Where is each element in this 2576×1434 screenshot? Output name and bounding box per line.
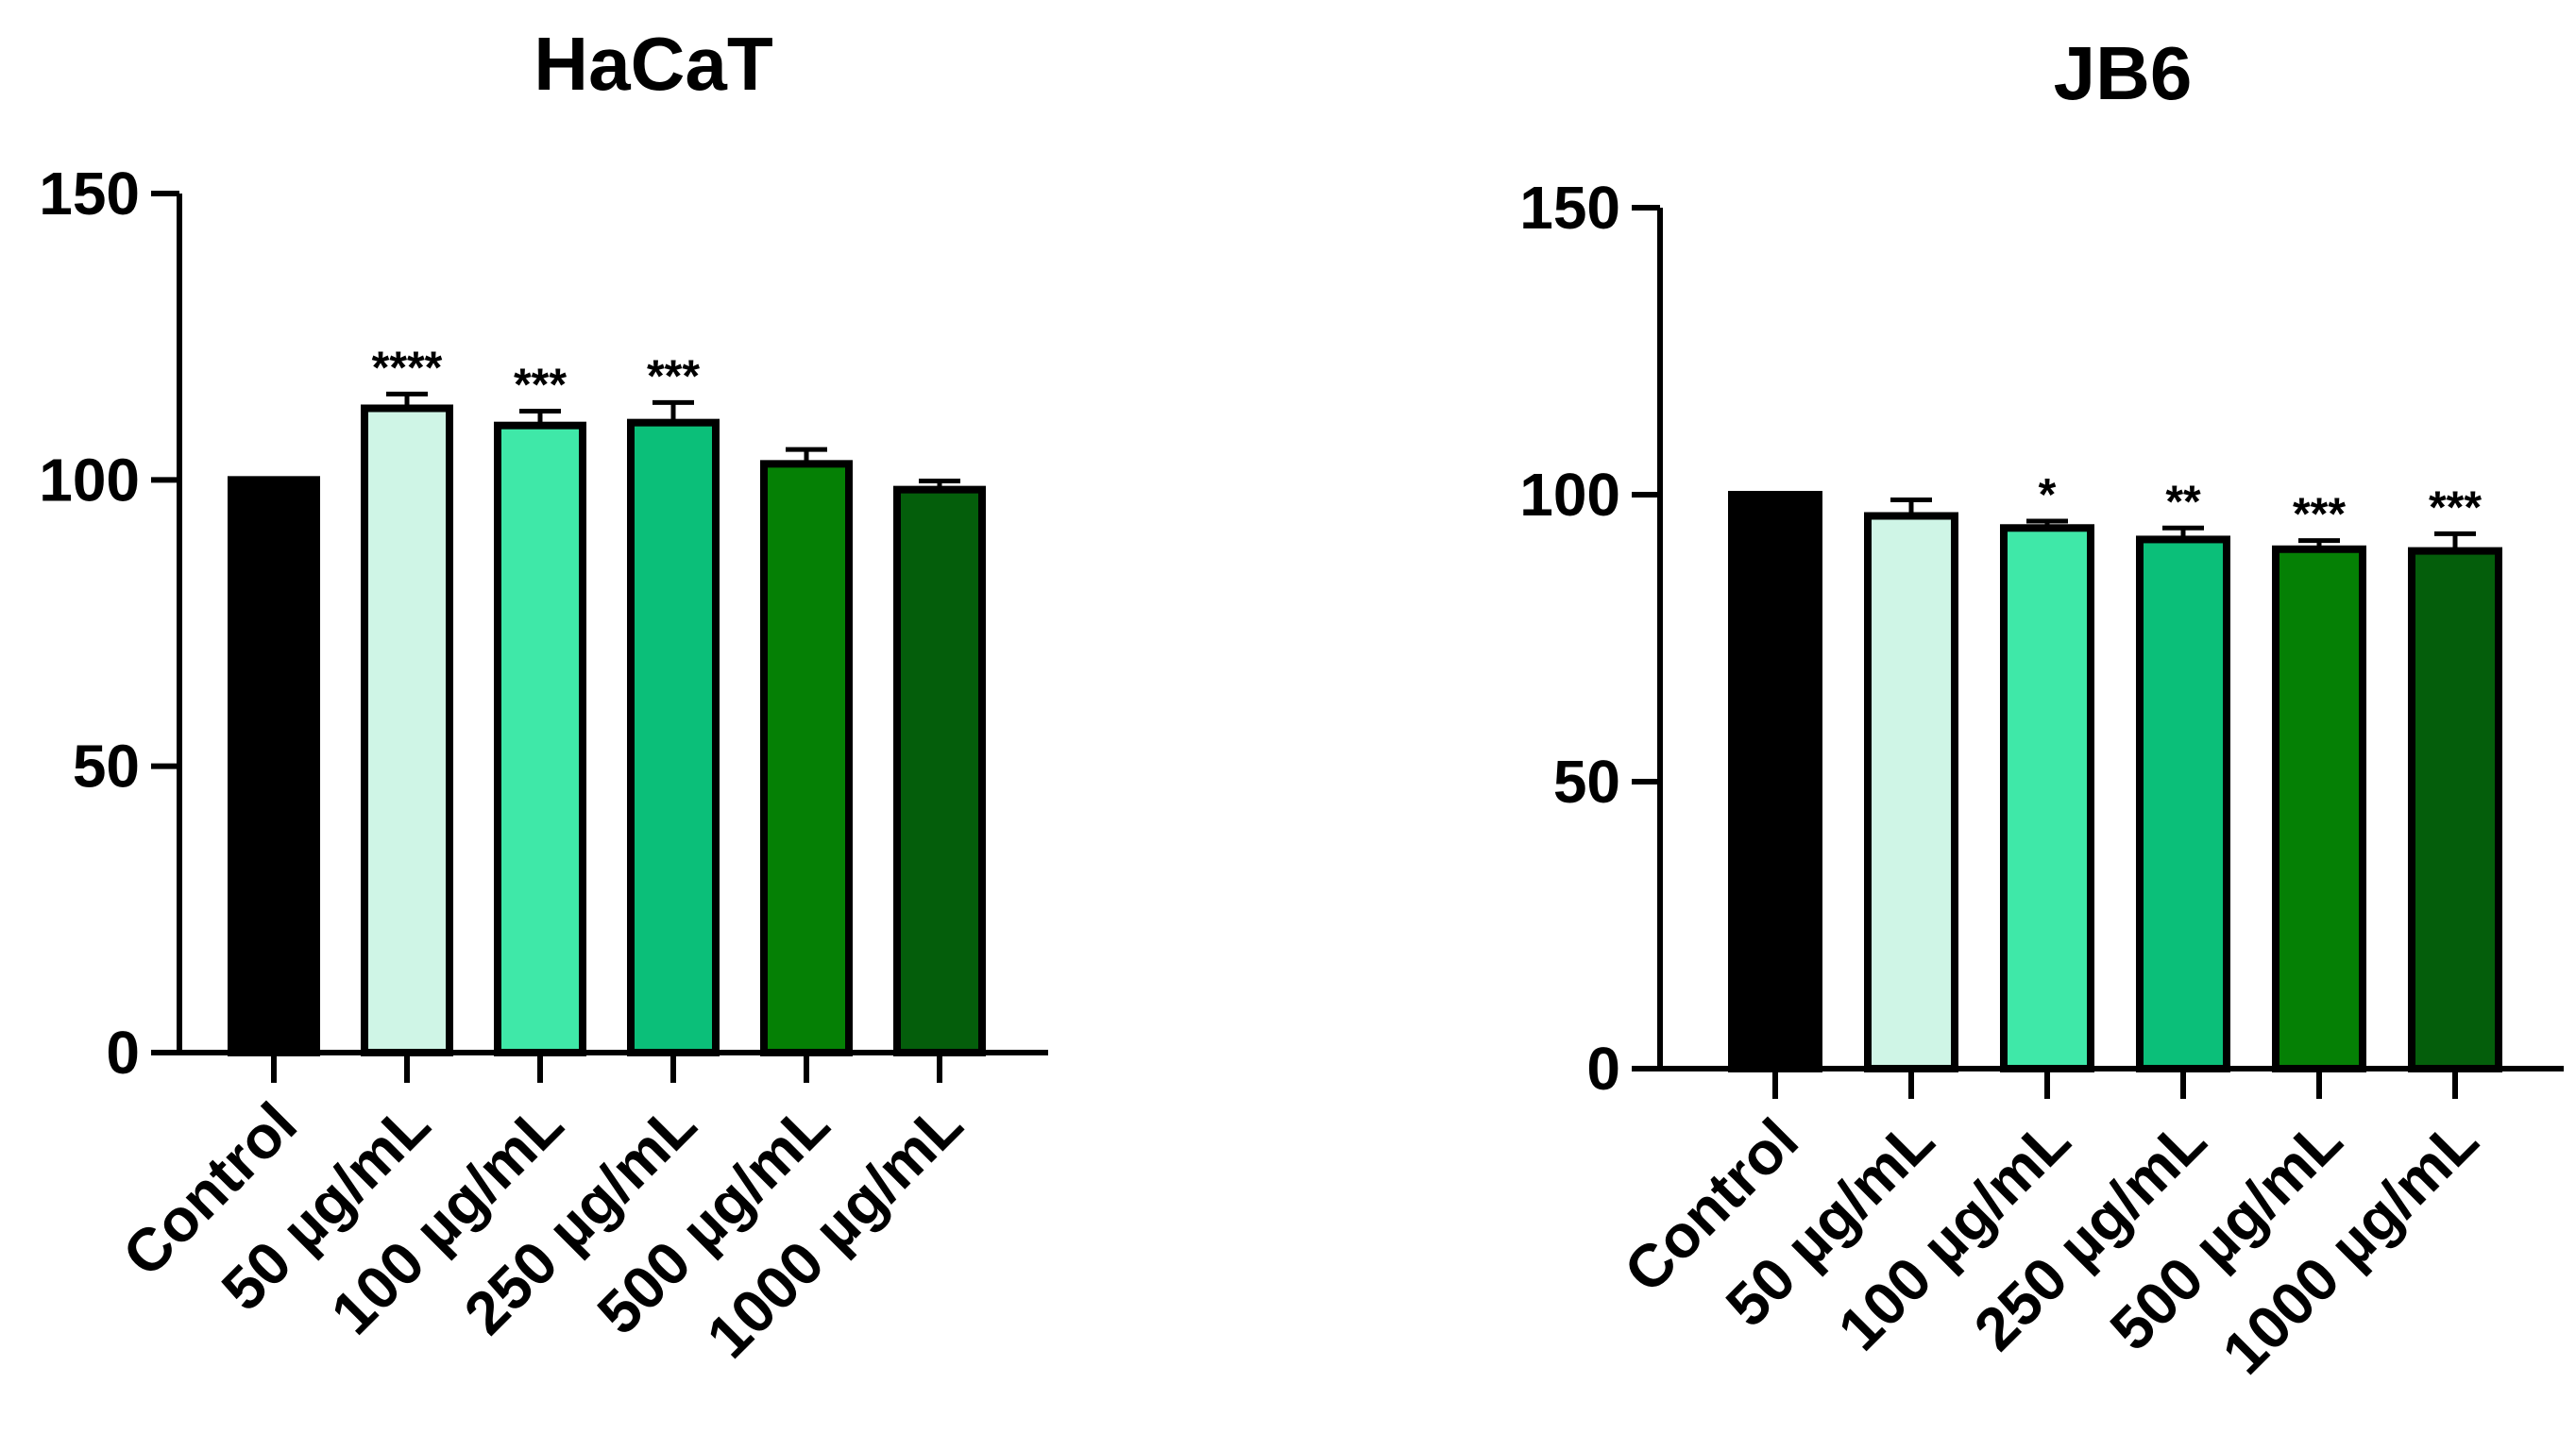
y-tick-label: 50: [1553, 748, 1620, 816]
bar-control: [1728, 491, 1822, 1072]
bar-dose-3: [627, 418, 720, 1056]
bar-dose-1: [1864, 512, 1958, 1072]
y-tick-label: 50: [73, 733, 140, 801]
bar-dose-4: [760, 460, 853, 1056]
bar-dose-1: [361, 404, 453, 1056]
bar-dose-4: [2272, 545, 2366, 1072]
significance-label: **: [2165, 477, 2201, 527]
significance-label: *: [2039, 470, 2057, 520]
bar-dose-2: [2000, 524, 2094, 1072]
significance-label: ***: [2429, 482, 2482, 532]
chart-title: JB6: [2054, 31, 2193, 115]
y-tick-label: 100: [39, 446, 140, 514]
significance-label: ****: [372, 343, 443, 393]
bar-dose-3: [2136, 535, 2230, 1072]
bar-dose-2: [494, 421, 586, 1056]
y-tick-label: 150: [39, 160, 140, 228]
significance-label: ***: [647, 351, 700, 401]
significance-label: ***: [2293, 490, 2346, 540]
bar-dose-5: [2408, 547, 2502, 1072]
y-tick-label: 150: [1519, 174, 1620, 242]
y-tick-label: 100: [1519, 461, 1620, 529]
chart-title: HaCaT: [534, 22, 773, 106]
bar-control: [228, 476, 320, 1057]
y-tick-label: 0: [106, 1019, 140, 1087]
bar-dose-5: [893, 485, 986, 1056]
y-tick-label: 0: [1586, 1035, 1620, 1103]
significance-label: ***: [514, 361, 567, 411]
